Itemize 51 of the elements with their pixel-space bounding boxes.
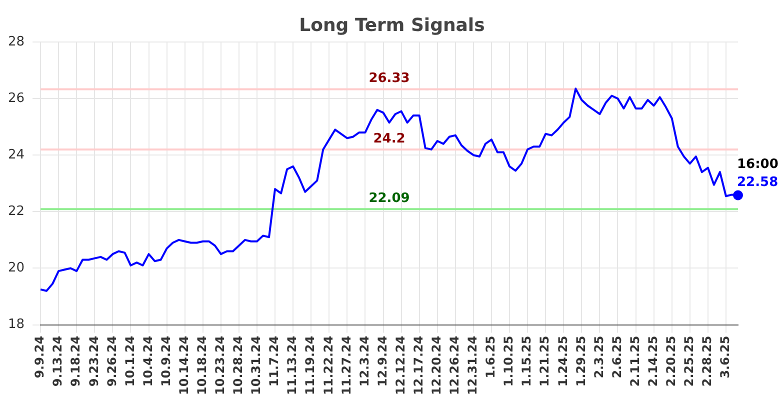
x-tick-label: 9.13.24 bbox=[50, 336, 65, 387]
x-tick-label: 11.27.24 bbox=[339, 336, 354, 396]
x-tick-label: 10.4.24 bbox=[140, 336, 155, 387]
x-tick-label: 2.6.25 bbox=[610, 336, 624, 378]
x-tick-label: 10.9.24 bbox=[158, 336, 173, 387]
x-tick-label: 9.9.24 bbox=[32, 336, 47, 378]
x-tick-label: 2.20.25 bbox=[664, 336, 678, 387]
x-tick-label: 2.25.25 bbox=[682, 336, 696, 387]
x-tick-label: 11.19.24 bbox=[303, 336, 318, 396]
x-tick-label: 2.14.25 bbox=[646, 336, 660, 387]
y-tick-label: 24 bbox=[8, 147, 25, 162]
y-tick-label: 20 bbox=[8, 260, 25, 276]
x-tick-label: 12.31.24 bbox=[466, 336, 480, 396]
ref-line-label: 22.09 bbox=[368, 191, 410, 206]
x-tick-label: 11.7.24 bbox=[267, 336, 282, 387]
x-tick-label: 1.6.25 bbox=[484, 336, 498, 378]
x-tick-label: 10.31.24 bbox=[249, 336, 264, 396]
x-tick-label: 12.9.24 bbox=[375, 336, 390, 387]
x-tick-label: 12.12.24 bbox=[393, 336, 408, 396]
x-tick-label: 1.15.25 bbox=[520, 336, 534, 387]
y-tick-label: 26 bbox=[8, 90, 25, 106]
x-tick-label: 1.29.25 bbox=[574, 336, 588, 387]
ref-line-label: 24.2 bbox=[373, 131, 406, 146]
x-tick-label: 12.3.24 bbox=[357, 336, 372, 387]
x-tick-label: 12.26.24 bbox=[448, 336, 462, 396]
x-tick-label: 10.1.24 bbox=[122, 336, 137, 387]
x-tick-label: 1.24.25 bbox=[556, 336, 570, 387]
chart-title: Long Term Signals bbox=[298, 15, 486, 36]
x-tick-label: 12.17.24 bbox=[411, 336, 426, 396]
x-tick-label: 3.6.25 bbox=[718, 336, 732, 378]
x-tick-label: 2.3.25 bbox=[592, 336, 606, 378]
x-tick-label: 10.18.24 bbox=[195, 336, 210, 396]
x-tick-label: 1.10.25 bbox=[502, 336, 516, 387]
ref-line-label: 26.33 bbox=[368, 71, 410, 86]
annotation: 16:00 bbox=[737, 157, 778, 172]
x-tick-label: 12.20.24 bbox=[429, 336, 444, 396]
x-tick-label: 9.23.24 bbox=[86, 336, 101, 387]
y-tick-label: 22 bbox=[8, 204, 25, 220]
y-tick-label: 18 bbox=[8, 317, 25, 332]
x-tick-label: 1.21.25 bbox=[538, 336, 552, 387]
y-tick-label: 28 bbox=[8, 34, 25, 50]
x-tick-label: 9.26.24 bbox=[104, 336, 119, 387]
x-tick-label: 2.11.25 bbox=[628, 336, 642, 387]
data-label: 22.58 bbox=[737, 175, 778, 190]
x-tick-label: 10.23.24 bbox=[213, 336, 228, 396]
x-tick-label: 11.13.24 bbox=[285, 336, 300, 396]
x-tick-label: 9.18.24 bbox=[68, 336, 83, 387]
x-tick-label: 2.28.25 bbox=[700, 336, 714, 387]
x-tick-label: 10.28.24 bbox=[231, 336, 246, 396]
x-tick-label: 10.14.24 bbox=[176, 336, 191, 396]
x-tick-label: 11.22.24 bbox=[321, 336, 336, 396]
